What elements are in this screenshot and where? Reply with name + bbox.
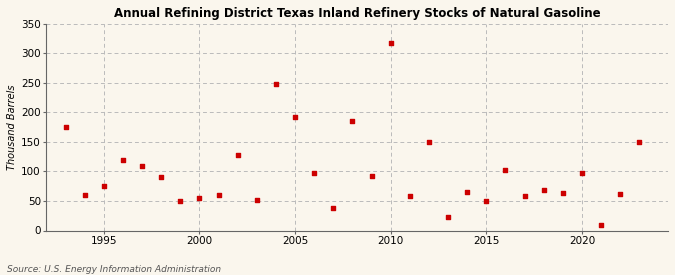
Point	[539, 188, 549, 192]
Point	[156, 175, 167, 180]
Point	[462, 190, 472, 194]
Point	[213, 193, 224, 197]
Text: Source: U.S. Energy Information Administration: Source: U.S. Energy Information Administ…	[7, 265, 221, 274]
Point	[232, 153, 243, 157]
Title: Annual Refining District Texas Inland Refinery Stocks of Natural Gasoline: Annual Refining District Texas Inland Re…	[114, 7, 601, 20]
Point	[634, 140, 645, 144]
Point	[271, 82, 281, 86]
Point	[347, 119, 358, 123]
Point	[519, 194, 530, 199]
Point	[576, 170, 587, 175]
Point	[558, 191, 568, 196]
Point	[443, 215, 454, 219]
Point	[500, 168, 511, 172]
Point	[385, 41, 396, 45]
Point	[251, 198, 262, 202]
Y-axis label: Thousand Barrels: Thousand Barrels	[7, 84, 17, 170]
Point	[60, 125, 71, 130]
Point	[99, 184, 109, 188]
Point	[424, 140, 435, 144]
Point	[136, 163, 147, 168]
Point	[117, 158, 128, 162]
Point	[194, 196, 205, 200]
Point	[328, 206, 339, 210]
Point	[79, 193, 90, 197]
Point	[366, 174, 377, 178]
Point	[175, 199, 186, 203]
Point	[308, 171, 319, 175]
Point	[615, 192, 626, 196]
Point	[481, 199, 492, 203]
Point	[596, 222, 607, 227]
Point	[290, 115, 300, 119]
Point	[404, 194, 415, 199]
